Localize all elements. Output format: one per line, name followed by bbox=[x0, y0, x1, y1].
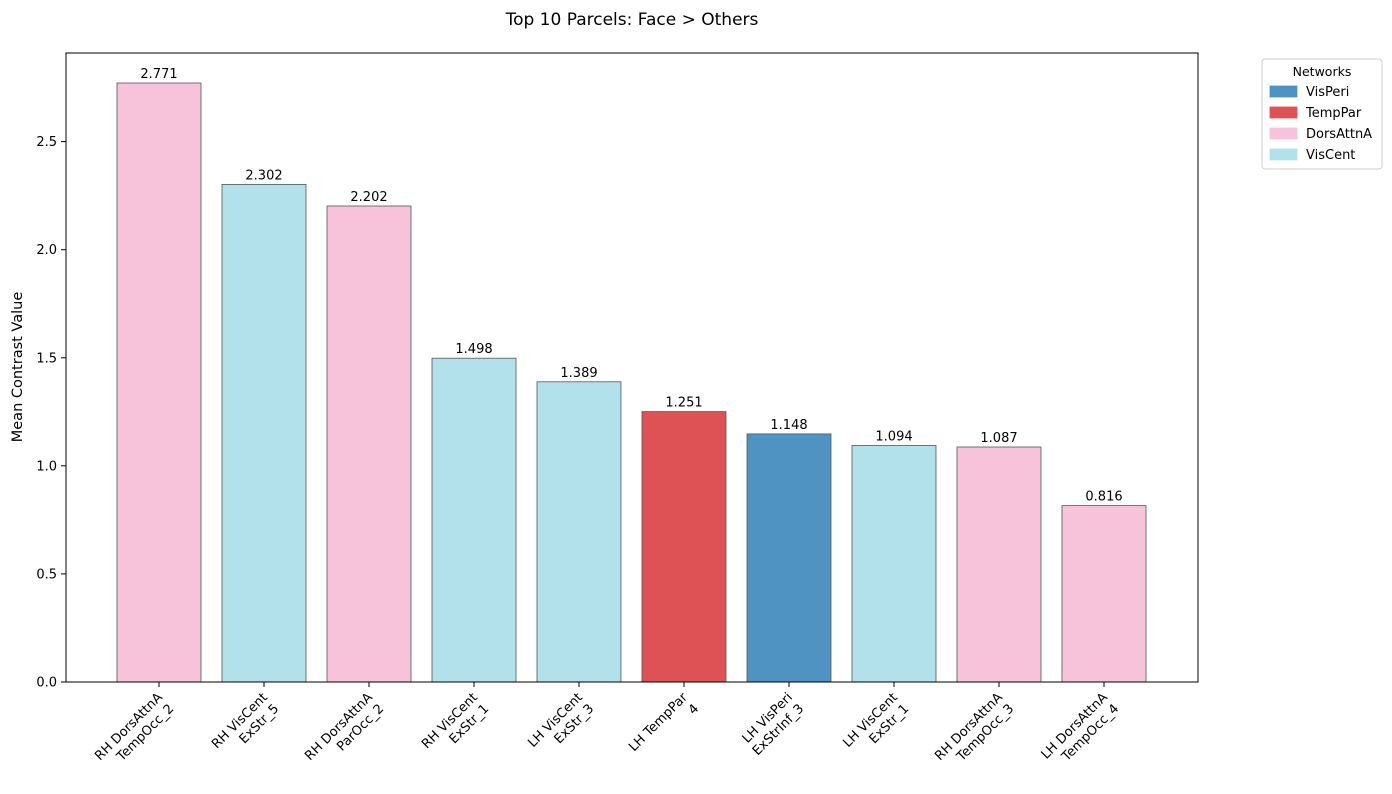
legend-entries: VisPeri TempPar DorsAttnA VisCent bbox=[1269, 85, 1372, 163]
x-tick-label-6: LH TempPar4 bbox=[626, 690, 702, 766]
bar-value-label-4: 1.498 bbox=[455, 342, 492, 357]
y-tick-label: 1.0 bbox=[36, 459, 57, 474]
x-axis: RH DorsAttnATempOcc_2 RH VisCentExStr_5 RH… bbox=[92, 682, 1123, 775]
bar-value-label-5: 1.389 bbox=[560, 366, 597, 381]
bar-2 bbox=[221, 183, 307, 683]
legend-label-temppar: TempPar bbox=[1305, 106, 1362, 121]
bars-layer bbox=[116, 82, 1147, 683]
y-axis-label: Mean Contrast Value bbox=[10, 292, 26, 443]
bar-8 bbox=[851, 445, 937, 683]
bar-3 bbox=[326, 205, 412, 683]
x-tick-label-2: RH VisCentExStr_5 bbox=[209, 690, 282, 763]
bar-4 bbox=[431, 357, 517, 683]
bar-9 bbox=[956, 446, 1042, 683]
bar-value-label-9: 1.087 bbox=[980, 431, 1017, 446]
legend: Networks VisPeri TempPar DorsAttnA VisCent bbox=[1261, 58, 1383, 170]
legend-swatch-visperi bbox=[1269, 85, 1298, 98]
bar-value-label-10: 0.816 bbox=[1085, 490, 1122, 505]
x-tick-label-8: LH VisCentExStr_1 bbox=[840, 690, 912, 762]
x-tick-label-3: RH DorsAttnAParOcc_2 bbox=[302, 690, 387, 775]
y-tick-label: 0.5 bbox=[36, 567, 57, 582]
bar-value-label-6: 1.251 bbox=[665, 396, 702, 411]
legend-label-viscent: VisCent bbox=[1306, 148, 1355, 163]
chart-title: Top 10 Parcels: Face > Others bbox=[505, 10, 759, 30]
bar-value-label-3: 2.202 bbox=[350, 190, 387, 205]
value-labels-layer: 2.771 2.302 2.202 1.498 1.389 1.251 1.148 1.094… bbox=[140, 67, 1122, 505]
bar-value-label-7: 1.148 bbox=[770, 418, 807, 433]
bar-value-label-8: 1.094 bbox=[875, 430, 912, 445]
x-tick-label-1: RH DorsAttnATempOcc_2 bbox=[92, 690, 177, 775]
y-tick-label: 2.5 bbox=[36, 135, 57, 150]
y-tick-label: 2.0 bbox=[36, 243, 57, 258]
bar-value-label-2: 2.302 bbox=[245, 168, 282, 183]
x-tick-label-line: LH TempPar bbox=[626, 690, 691, 755]
legend-title: Networks bbox=[1293, 64, 1352, 79]
x-tick-label-9: RH DorsAttnATempOcc_3 bbox=[932, 690, 1017, 775]
bar-5 bbox=[536, 381, 622, 683]
y-tick-label: 0.0 bbox=[36, 676, 57, 691]
legend-swatch-dorsattna bbox=[1269, 127, 1298, 140]
plot-frame bbox=[65, 52, 1199, 683]
x-tick-label-10: LH DorsAttnATempOcc_4 bbox=[1039, 690, 1123, 774]
bar-10 bbox=[1061, 505, 1147, 683]
legend-swatch-temppar bbox=[1269, 106, 1298, 119]
legend-label-visperi: VisPeri bbox=[1306, 85, 1349, 100]
bar-7 bbox=[746, 433, 832, 683]
y-tick-label: 1.5 bbox=[36, 351, 57, 366]
bar-1 bbox=[116, 82, 202, 683]
legend-label-dorsattna: DorsAttnA bbox=[1306, 127, 1372, 142]
legend-swatch-viscent bbox=[1269, 148, 1298, 161]
x-tick-label-line: 4 bbox=[686, 702, 702, 718]
bar-6 bbox=[641, 411, 727, 683]
x-tick-label-7: LH VisPeriExStrInf_3 bbox=[739, 690, 808, 759]
x-tick-label-5: LH VisCentExStr_3 bbox=[525, 690, 597, 762]
x-tick-label-4: RH VisCentExStr_1 bbox=[419, 690, 492, 763]
y-axis: 0.0 0.5 1.0 1.5 2.0 2.5 bbox=[36, 135, 66, 691]
bar-value-label-1: 2.771 bbox=[140, 67, 177, 82]
